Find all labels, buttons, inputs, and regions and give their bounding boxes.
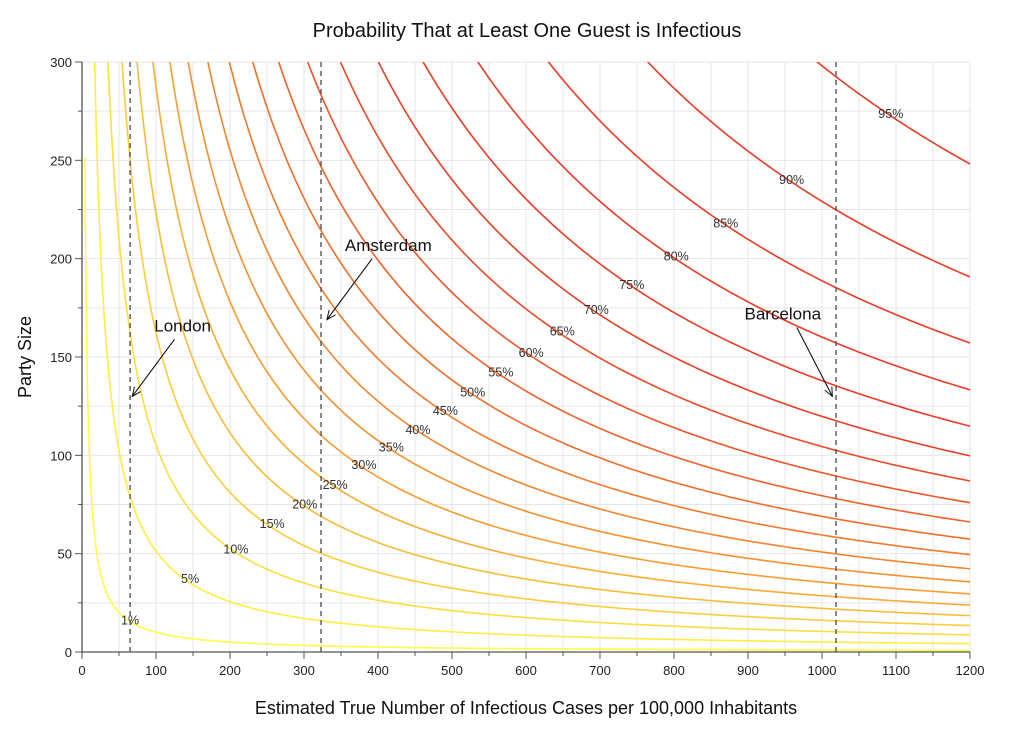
curve-label: 80% xyxy=(664,250,689,264)
curve-label: 35% xyxy=(379,440,404,454)
curve-10pct xyxy=(107,62,970,636)
curve-label: 15% xyxy=(260,517,285,531)
curve-label: 5% xyxy=(181,572,199,586)
axes: 0 100 200 300 400 500 600 700 800 900 1000 1100 1200… xyxy=(50,55,984,678)
x-tick-label: 100 xyxy=(145,663,167,678)
curve-label: 60% xyxy=(519,346,544,360)
curve-20pct xyxy=(136,62,970,617)
chart-title: Probability That at Least One Guest is I… xyxy=(313,20,742,42)
y-tick-label: 250 xyxy=(50,153,72,168)
curve-55pct xyxy=(277,62,970,523)
curve-80pct xyxy=(476,62,970,391)
curve-label: 90% xyxy=(779,173,804,187)
curve-5pct xyxy=(93,62,970,645)
curves xyxy=(84,62,970,652)
curve-label: 10% xyxy=(223,543,248,557)
curve-label: 55% xyxy=(488,366,513,380)
y-axis-label: Party Size xyxy=(15,316,35,398)
arrow-icon xyxy=(327,258,373,320)
curve-30pct xyxy=(169,62,970,595)
arrow-icon xyxy=(132,338,175,396)
grid xyxy=(82,61,971,652)
x-tick-label: 500 xyxy=(441,663,463,678)
arrow-icon xyxy=(796,327,833,397)
curve-35pct xyxy=(187,62,970,583)
curve-15pct xyxy=(121,62,970,627)
curve-65pct xyxy=(339,62,970,482)
x-tick-label: 800 xyxy=(663,663,685,678)
curve-label: 40% xyxy=(405,423,430,437)
curve-40pct xyxy=(207,62,970,570)
curve-label: 85% xyxy=(713,216,738,230)
curve-90pct xyxy=(646,62,970,278)
x-tick-label: 400 xyxy=(367,663,389,678)
x-tick-label: 600 xyxy=(515,663,537,678)
curve-1pct xyxy=(84,157,970,652)
x-tick-label: 1200 xyxy=(956,663,985,678)
x-tick-label: 900 xyxy=(737,663,759,678)
x-tick-label: 0 xyxy=(78,663,85,678)
annotations: London Amsterdam Barcelona xyxy=(132,236,832,396)
y-tick-label: 150 xyxy=(50,350,72,365)
curve-25pct xyxy=(152,62,970,606)
x-tick-label: 200 xyxy=(219,663,241,678)
annotation-london: London xyxy=(154,317,211,336)
x-tick-label: 300 xyxy=(293,663,315,678)
curve-70pct xyxy=(377,62,970,457)
curve-60pct xyxy=(306,62,970,504)
curve-75pct xyxy=(422,62,970,427)
y-tick-label: 300 xyxy=(50,55,72,70)
x-tick-label: 1100 xyxy=(882,663,910,678)
curve-50pct xyxy=(251,62,970,540)
y-tick-label: 50 xyxy=(58,547,72,562)
x-axis-label: Estimated True Number of Infectious Case… xyxy=(255,698,797,718)
y-tick-label: 100 xyxy=(50,448,72,463)
curve-label: 20% xyxy=(292,498,317,512)
x-tick-label: 1000 xyxy=(808,663,837,678)
y-tick-label: 0 xyxy=(65,645,72,660)
curve-85pct xyxy=(547,62,970,344)
annotation-amsterdam: Amsterdam xyxy=(345,236,432,255)
curve-45pct xyxy=(228,62,970,556)
curve-label: 1% xyxy=(121,614,139,628)
curve-label: 95% xyxy=(878,107,903,121)
curve-label: 70% xyxy=(584,303,609,317)
curve-label: 65% xyxy=(550,324,575,338)
x-tick-label: 700 xyxy=(589,663,611,678)
y-tick-label: 200 xyxy=(50,252,72,267)
curve-label: 45% xyxy=(433,404,458,418)
curve-label: 25% xyxy=(323,478,348,492)
curve-label: 75% xyxy=(619,278,644,292)
curve-label: 30% xyxy=(351,458,376,472)
curve-labels: 1% 5% 10% 15% 20% 25%30%35%40%45%50%55% 60% 65%… xyxy=(121,107,903,627)
annotation-barcelona: Barcelona xyxy=(744,305,821,324)
curve-label: 50% xyxy=(460,385,485,399)
curve-95pct xyxy=(816,62,970,165)
